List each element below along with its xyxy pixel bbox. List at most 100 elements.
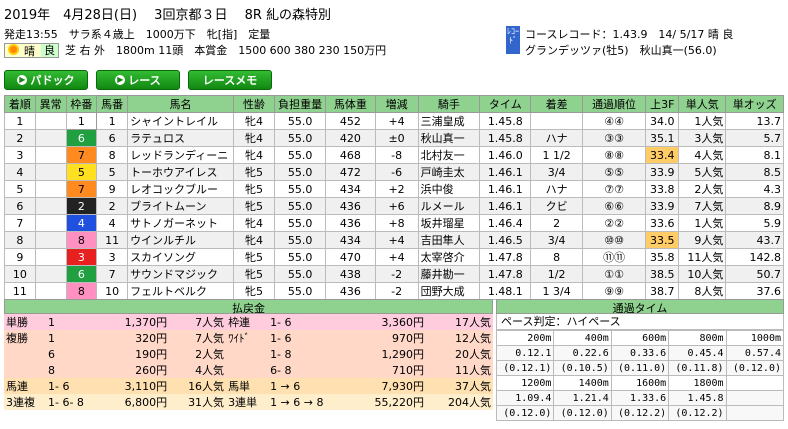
- jockey-link[interactable]: 藤井勘一: [417, 265, 481, 283]
- horse-name-link[interactable]: トーホウアイレス: [127, 163, 234, 181]
- table-row: 9 3 3 スカイソング 牝5 55.0 470 +4 太宰啓介 1.47.8 8 ⑪⑪ 35.8 11人…: [4, 248, 784, 266]
- column-header[interactable]: 騎手: [417, 95, 481, 113]
- waku-cell: 6: [65, 265, 98, 283]
- waku-cell: 5: [65, 163, 98, 181]
- weight-cell: 55.0: [274, 214, 327, 232]
- horse-name-link[interactable]: レオコックブルー: [127, 180, 234, 198]
- course-info: 芝 右 外 1800m 11頭 本賞金 1500 600 380 230 150…: [65, 44, 387, 57]
- column-header[interactable]: 枠番: [65, 95, 98, 113]
- jockey-link[interactable]: 浜中俊: [417, 180, 481, 198]
- waku-cell: 2: [65, 197, 98, 215]
- horse-number-cell: 2: [96, 197, 129, 215]
- race-video-button[interactable]: ▶ レース: [96, 70, 180, 90]
- jockey-link[interactable]: 三浦皇成: [417, 112, 481, 130]
- play-icon: ▶: [17, 75, 28, 85]
- sex-age-cell: 牝5: [232, 282, 276, 300]
- combination: 1 → 6 → 8: [268, 394, 350, 410]
- race-header: 2019年 4月28日(日) 3回京都３日 8R 糺の森特別: [4, 8, 332, 23]
- horse-name-link[interactable]: レッドランディーニ: [127, 146, 234, 164]
- split-cell: 1.33.6: [610, 390, 670, 406]
- weight-cell: 55.0: [274, 282, 327, 300]
- abnormal-cell: [34, 248, 67, 266]
- column-header[interactable]: 着順: [4, 95, 36, 113]
- table-row: 1 1 1 シャイントレイル 牝4 55.0 452 +4 三浦皇成 1.45.8 ④④ 34.0 1人…: [4, 112, 784, 130]
- split-cell: 0.57.4: [725, 345, 785, 361]
- waku-cell: 8: [65, 282, 98, 300]
- horse-name-link[interactable]: サトノガーネット: [127, 214, 234, 232]
- table-row: 5 7 9 レオコックブルー 牝5 55.0 434 +2 浜中俊 1.46.1 ハナ ⑦⑦ 33.8 2…: [4, 180, 784, 198]
- horse-name-link[interactable]: スカイソング: [127, 248, 234, 266]
- passing-order-cell: ⑦⑦: [581, 180, 647, 198]
- horse-name-link[interactable]: ラテュロス: [127, 129, 234, 147]
- column-header[interactable]: 馬番: [96, 95, 129, 113]
- column-header[interactable]: 増減: [374, 95, 419, 113]
- bet-type: 3連単: [226, 394, 269, 410]
- body-weight-cell: 472: [325, 163, 376, 181]
- weight-diff-cell: +8: [374, 214, 419, 232]
- split-cell: (0.12.0): [725, 360, 785, 376]
- result-table: 着順 異常 枠番 馬番 馬名 性齢 負担重量 馬体重 増減 騎手 タイム 着差 通過順位 上3F 単人気 単オ…: [4, 95, 784, 300]
- column-header[interactable]: 着差: [530, 95, 583, 113]
- race-memo-button[interactable]: レースメモ: [188, 70, 272, 90]
- weight-cell: 55.0: [274, 231, 327, 249]
- horse-name-link[interactable]: シャイントレイル: [127, 112, 234, 130]
- sex-age-cell: 牝4: [232, 146, 276, 164]
- play-icon: ▶: [115, 75, 126, 85]
- horse-name-link[interactable]: ブライトムーン: [127, 197, 234, 215]
- column-header[interactable]: 性齢: [232, 95, 276, 113]
- split-row: (0.12.0) (0.12.0) (0.12.2) (0.12.2): [495, 405, 785, 421]
- jockey-link[interactable]: 秋山真一: [417, 129, 481, 147]
- horse-number-cell: 6: [96, 129, 129, 147]
- jockey-link[interactable]: 戸崎圭太: [417, 163, 481, 181]
- payout-amount: 3,360円: [349, 314, 427, 330]
- split-cell: 200m: [495, 330, 555, 346]
- combination: 1- 6: [268, 314, 350, 330]
- payout-popularity: 7人気: [169, 330, 227, 346]
- body-weight-cell: 436: [325, 197, 376, 215]
- time-cell: 1.47.8: [479, 248, 532, 266]
- payout-amount: 3,110円: [102, 378, 170, 394]
- waku-cell: 7: [65, 146, 98, 164]
- split-cell: 0.12.1: [495, 345, 555, 361]
- column-header[interactable]: 単オッズ: [725, 95, 784, 113]
- weight-cell: 55.0: [274, 146, 327, 164]
- weight-diff-cell: -2: [374, 265, 419, 283]
- odds-cell: 142.8: [725, 248, 784, 266]
- jockey-link[interactable]: 坂井瑠星: [417, 214, 481, 232]
- jockey-link[interactable]: 太宰啓介: [417, 248, 481, 266]
- bet-type: 馬連: [4, 378, 46, 394]
- margin-cell: 1 3/4: [530, 282, 583, 300]
- jockey-link[interactable]: ルメール: [417, 197, 481, 215]
- split-cell: (0.12.0): [495, 405, 555, 421]
- jockey-link[interactable]: 北村友一: [417, 146, 481, 164]
- track-condition-box: 晴 良: [4, 42, 59, 58]
- payout-popularity: 2人気: [169, 346, 227, 362]
- column-header[interactable]: 馬体重: [325, 95, 376, 113]
- horse-name-link[interactable]: ウインルチル: [127, 231, 234, 249]
- column-header[interactable]: タイム: [479, 95, 532, 113]
- time-cell: 1.46.1: [479, 163, 532, 181]
- jockey-link[interactable]: 団野大成: [417, 282, 481, 300]
- popularity-cell: 3人気: [678, 129, 727, 147]
- column-header[interactable]: 異常: [34, 95, 67, 113]
- paddock-button[interactable]: ▶ パドック: [4, 70, 88, 90]
- abnormal-cell: [34, 214, 67, 232]
- jockey-link[interactable]: 吉田隼人: [417, 231, 481, 249]
- column-header[interactable]: 馬名: [127, 95, 234, 113]
- abnormal-cell: [34, 197, 67, 215]
- passing-order-cell: ⑧⑧: [581, 146, 647, 164]
- body-weight-cell: 434: [325, 180, 376, 198]
- column-header[interactable]: 単人気: [678, 95, 727, 113]
- horse-name-link[interactable]: サウンドマジック: [127, 265, 234, 283]
- split-cell: (0.12.2): [668, 405, 727, 421]
- horse-number-cell: 7: [96, 265, 129, 283]
- passing-order-cell: ⑪⑪: [581, 248, 647, 266]
- weight-cell: 55.0: [274, 163, 327, 181]
- column-header[interactable]: 負担重量: [274, 95, 327, 113]
- horse-number-cell: 8: [96, 146, 129, 164]
- horse-name-link[interactable]: フェルトベルク: [127, 282, 234, 300]
- column-header[interactable]: 通過順位: [581, 95, 647, 113]
- bet-type: [226, 346, 269, 362]
- column-header[interactable]: 上3F: [645, 95, 680, 113]
- split-cell: 1.45.8: [668, 390, 727, 406]
